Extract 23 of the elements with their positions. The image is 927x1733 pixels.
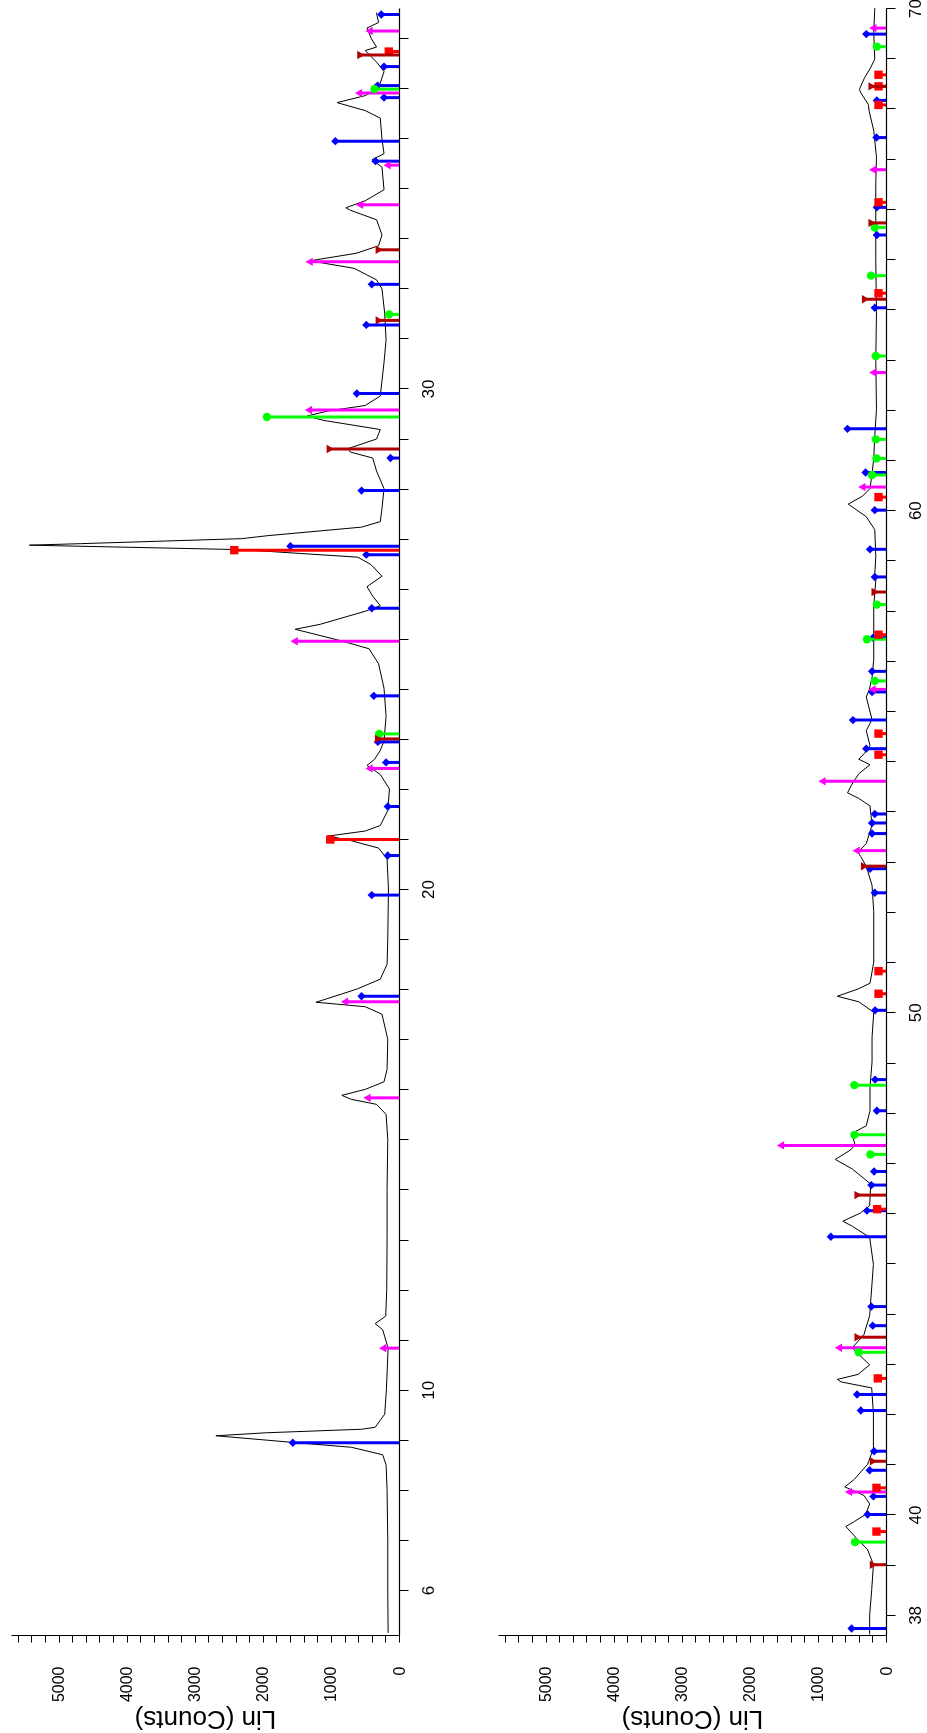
x-tick-label: 5000 [537, 1666, 555, 1703]
x-tick-label: 4000 [118, 1666, 136, 1703]
y-tick-label: 10 [418, 1380, 438, 1400]
x-tick-label: 0 [390, 1666, 408, 1676]
x-axis-title: Lin (Counts) [134, 1705, 277, 1733]
x-tick-label: 2000 [254, 1666, 272, 1703]
y-tick-label: 40 [905, 1505, 925, 1525]
y-tick-label: 6 [418, 1585, 438, 1596]
y-tick-label: 50 [905, 1003, 925, 1023]
y-tick-label: 20 [418, 880, 438, 900]
x-tick-label: 2000 [741, 1666, 759, 1703]
y-tick-label: 38 [905, 1605, 925, 1625]
x-tick-label: 1000 [322, 1666, 340, 1703]
x-tick-label: 5000 [50, 1666, 68, 1703]
y-tick-label: 30 [418, 379, 438, 399]
y-tick-label: 70 [905, 0, 925, 18]
y-tick-label: 60 [905, 501, 925, 521]
x-tick-label: 3000 [186, 1666, 204, 1703]
x-tick-label: 4000 [605, 1666, 623, 1703]
x-tick-label: 0 [877, 1666, 895, 1676]
x-tick-label: 3000 [673, 1666, 691, 1703]
x-axis-title: Lin (Counts) [621, 1705, 764, 1733]
x-tick-label: 1000 [809, 1666, 827, 1703]
